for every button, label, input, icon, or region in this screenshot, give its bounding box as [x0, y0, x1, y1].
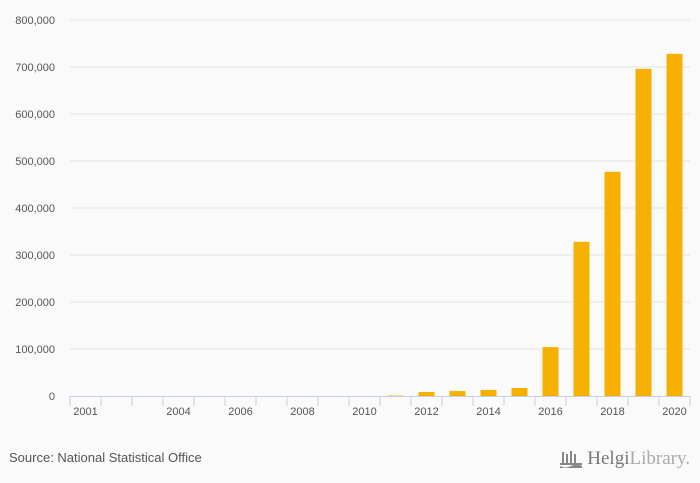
x-tick-label: 2020	[662, 406, 686, 418]
source-note: Source: National Statistical Office	[9, 450, 202, 465]
bar-2013	[449, 391, 466, 396]
bar-2019	[635, 68, 652, 396]
y-tick-label: 700,000	[15, 62, 55, 74]
bar-2017	[573, 241, 590, 396]
x-tick-label: 2004	[166, 406, 190, 418]
y-tick-label: 400,000	[15, 203, 55, 215]
y-tick-label: 500,000	[15, 156, 55, 168]
logo-text-sub: Library.	[629, 448, 691, 469]
x-tick-label: 2001	[73, 406, 97, 418]
bar-2016	[542, 347, 559, 396]
y-tick-label: 100,000	[15, 344, 55, 356]
bar-2015	[511, 388, 528, 396]
x-tick-label: 2018	[600, 406, 624, 418]
x-tick-label: 2014	[476, 406, 500, 418]
y-tick-label: 300,000	[15, 250, 55, 262]
x-tick-label: 2006	[228, 406, 252, 418]
bar-chart: 0 100,000 200,000 300,000 400,000 500,000 600,…	[15, 15, 691, 418]
x-tick-label: 2010	[352, 406, 376, 418]
bar-2020	[666, 53, 683, 397]
y-tick-label: 800,000	[15, 15, 55, 27]
x-tick-label: 2008	[290, 406, 314, 418]
y-tick-label: 200,000	[15, 297, 55, 309]
y-tick-label: 600,000	[15, 109, 55, 121]
library-logo-icon	[560, 451, 583, 468]
bar-2014	[480, 389, 497, 396]
bar-2012	[418, 392, 435, 396]
y-tick-label: 0	[49, 391, 55, 403]
x-tick-label: 2012	[414, 406, 438, 418]
helgilibrary-logo[interactable]: Helgi Library.	[559, 448, 690, 470]
logo-text-main: Helgi	[587, 448, 630, 469]
bar-2018	[604, 171, 621, 396]
x-tick-label: 2016	[538, 406, 562, 418]
